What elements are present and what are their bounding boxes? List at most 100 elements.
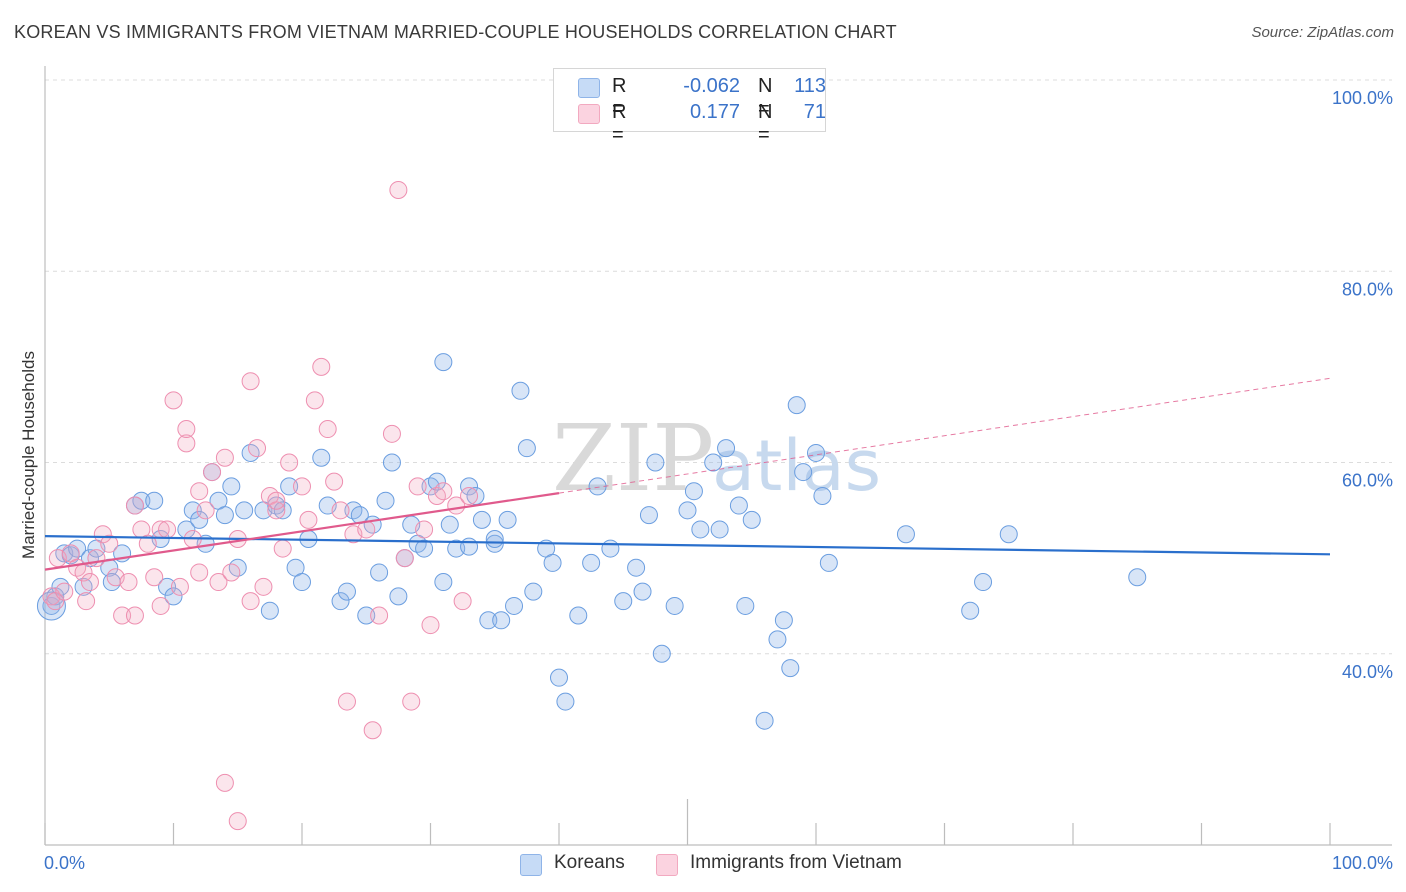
trend-line-vietnam [44, 492, 560, 571]
data-point-koreans [569, 606, 588, 625]
data-point-vietnam [222, 563, 241, 582]
data-point-vietnam [196, 501, 215, 520]
data-point-vietnam [267, 501, 286, 520]
data-point-koreans [158, 577, 177, 596]
data-point-koreans [768, 630, 787, 649]
data-point-vietnam [415, 520, 434, 539]
data-point-koreans [717, 439, 736, 458]
legend-r-value: -0.062 [683, 75, 740, 97]
data-point-vietnam [434, 482, 453, 501]
data-point-koreans [961, 601, 980, 620]
data-point-koreans [774, 611, 793, 630]
data-point-vietnam [395, 549, 414, 568]
data-point-koreans [633, 582, 652, 601]
data-point-vietnam [363, 721, 382, 740]
data-point-koreans [183, 501, 202, 520]
axes [44, 66, 1392, 846]
data-point-koreans [235, 501, 254, 520]
data-point-koreans [492, 611, 511, 630]
data-point-koreans [819, 553, 838, 572]
data-point-koreans [222, 477, 241, 496]
data-point-koreans [999, 525, 1018, 544]
data-point-koreans [273, 501, 292, 520]
data-point-koreans [736, 596, 755, 615]
data-point-vietnam [299, 510, 318, 529]
data-point-koreans [505, 596, 524, 615]
data-point-koreans [639, 506, 658, 525]
legend-n-value: 113 [794, 75, 826, 97]
data-point-vietnam [421, 616, 440, 635]
data-point-koreans [601, 539, 620, 558]
data-point-vietnam [241, 372, 260, 391]
data-point-koreans [479, 611, 498, 630]
data-point-vietnam [389, 180, 408, 199]
data-point-vietnam [177, 420, 196, 439]
data-point-vietnam [87, 549, 106, 568]
y-tick-label: 80.0% [1342, 279, 1393, 299]
chart-title: KOREAN VS IMMIGRANTS FROM VIETNAM MARRIE… [14, 22, 897, 42]
data-point-koreans [517, 439, 536, 458]
series-vietnam [42, 180, 479, 831]
data-point-koreans [164, 587, 183, 606]
data-point-vietnam [318, 420, 337, 439]
data-point-vietnam [170, 577, 189, 596]
data-point-koreans [215, 506, 234, 525]
bottom-legend-label-vietnam: Immigrants from Vietnam [690, 852, 902, 873]
correlation-legend: R = -0.062 N = 113 R = 0.177 N = 71 [553, 68, 826, 146]
y-tick-labels: 40.0% 60.0% 80.0% 100.0% [1332, 88, 1393, 682]
data-point-vietnam [158, 520, 177, 539]
data-point-koreans [813, 486, 832, 505]
data-point-koreans [440, 515, 459, 534]
data-point-vietnam [370, 606, 389, 625]
y-tick-label: 40.0% [1342, 662, 1393, 682]
data-point-koreans [974, 573, 993, 592]
data-point-koreans [627, 558, 646, 577]
data-point-vietnam [273, 539, 292, 558]
data-point-koreans [614, 592, 633, 611]
data-point-koreans [755, 711, 774, 730]
legend-n-label: N = [758, 75, 773, 120]
data-point-vietnam [408, 477, 427, 496]
legend-r-label: R = [612, 101, 627, 146]
data-point-vietnam [190, 563, 209, 582]
data-point-vietnam [100, 534, 119, 553]
data-point-vietnam [151, 596, 170, 615]
data-point-koreans [415, 539, 434, 558]
data-point-koreans [293, 573, 311, 592]
data-point-vietnam [453, 592, 472, 611]
data-point-koreans [1128, 568, 1147, 587]
data-point-koreans [280, 477, 299, 496]
data-point-koreans-cluster [36, 591, 66, 621]
data-point-vietnam [460, 486, 479, 505]
data-point-koreans [190, 510, 209, 529]
trend-line-vietnam-extrapolated [558, 377, 1331, 494]
data-point-koreans [691, 520, 710, 539]
data-point-vietnam [125, 606, 144, 625]
data-point-vietnam [293, 477, 311, 496]
trend-lines [44, 377, 1331, 571]
data-point-vietnam [215, 448, 234, 467]
data-point-koreans [787, 396, 806, 415]
data-point-koreans [556, 692, 575, 711]
data-point-koreans [582, 553, 601, 572]
data-point-koreans [710, 520, 729, 539]
data-point-koreans [357, 606, 376, 625]
data-point-koreans [370, 563, 389, 582]
bottom-legend-swatch-koreans [520, 854, 542, 876]
data-point-vietnam [254, 577, 273, 596]
data-point-vietnam [267, 491, 286, 510]
data-point-vietnam [55, 582, 74, 601]
data-point-vietnam [280, 453, 299, 472]
data-point-vietnam [77, 592, 96, 611]
data-point-koreans [678, 501, 697, 520]
data-point-koreans [145, 491, 164, 510]
data-point-koreans [434, 353, 453, 372]
data-point-koreans [704, 453, 723, 472]
data-point-vietnam [190, 482, 209, 501]
data-point-koreans [460, 477, 479, 496]
data-point-koreans [665, 596, 684, 615]
data-point-vietnam [125, 496, 144, 515]
data-point-vietnam [382, 424, 401, 443]
data-point-koreans [543, 553, 562, 572]
